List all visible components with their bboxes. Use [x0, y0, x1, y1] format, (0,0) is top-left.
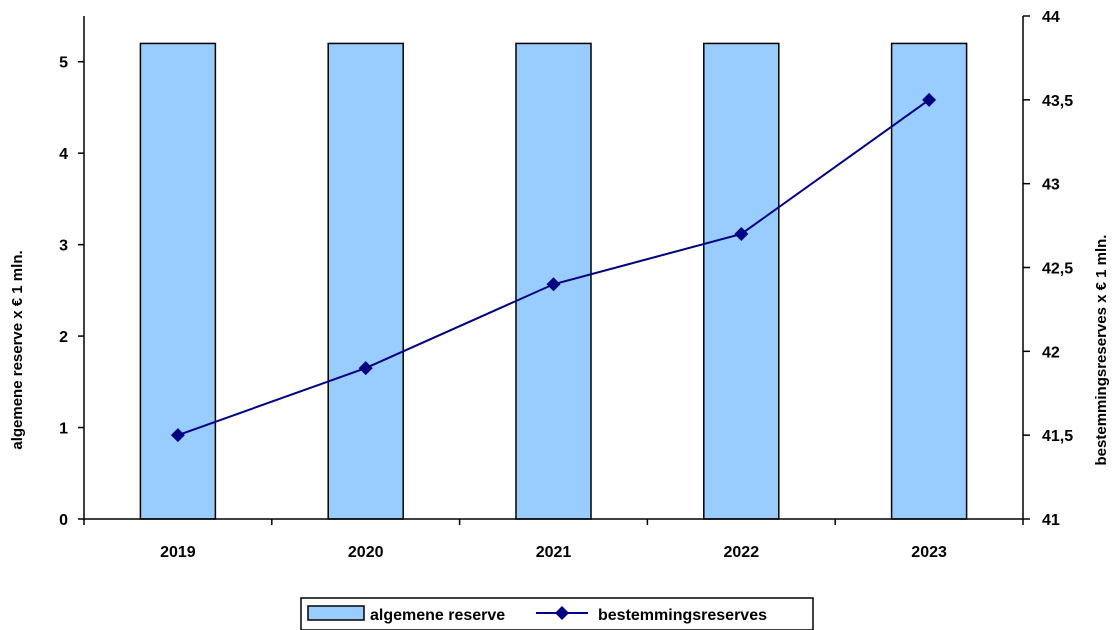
x-tick-label: 2020 — [348, 544, 384, 561]
bar-2022 — [704, 43, 779, 519]
right-tick-label: 42 — [1042, 344, 1060, 361]
left-axis-title: algemene reserve x € 1 mln. — [9, 250, 26, 449]
left-tick-label: 5 — [59, 55, 68, 72]
right-tick-label: 42,5 — [1042, 261, 1073, 278]
left-tick-label: 0 — [59, 512, 68, 529]
right-tick-label: 43 — [1042, 177, 1060, 194]
bar-2023 — [892, 43, 967, 519]
legend-swatch-algemene-reserve — [308, 606, 364, 620]
left-tick-label: 3 — [59, 238, 68, 255]
left-tick-label: 4 — [59, 146, 68, 163]
bar-2019 — [140, 43, 215, 519]
right-tick-label: 41 — [1042, 512, 1060, 529]
x-tick-label: 2022 — [724, 544, 760, 561]
legend: algemene reserve bestemmingsreserves — [301, 598, 813, 630]
right-tick-label: 41,5 — [1042, 428, 1073, 445]
x-tick-label: 2019 — [160, 544, 196, 561]
legend-label-bestemmingsreserves: bestemmingsreserves — [598, 607, 767, 624]
left-tick-label: 2 — [59, 329, 68, 346]
bar-2020 — [328, 43, 403, 519]
x-tick-label: 2023 — [911, 544, 947, 561]
left-tick-label: 1 — [59, 421, 68, 438]
legend-label-algemene-reserve: algemene reserve — [370, 607, 505, 624]
right-tick-label: 44 — [1042, 9, 1060, 26]
right-axis-title: bestemmingsreserves x € 1 mln. — [1093, 235, 1110, 466]
x-tick-label: 2021 — [536, 544, 572, 561]
right-tick-label: 43,5 — [1042, 93, 1073, 110]
